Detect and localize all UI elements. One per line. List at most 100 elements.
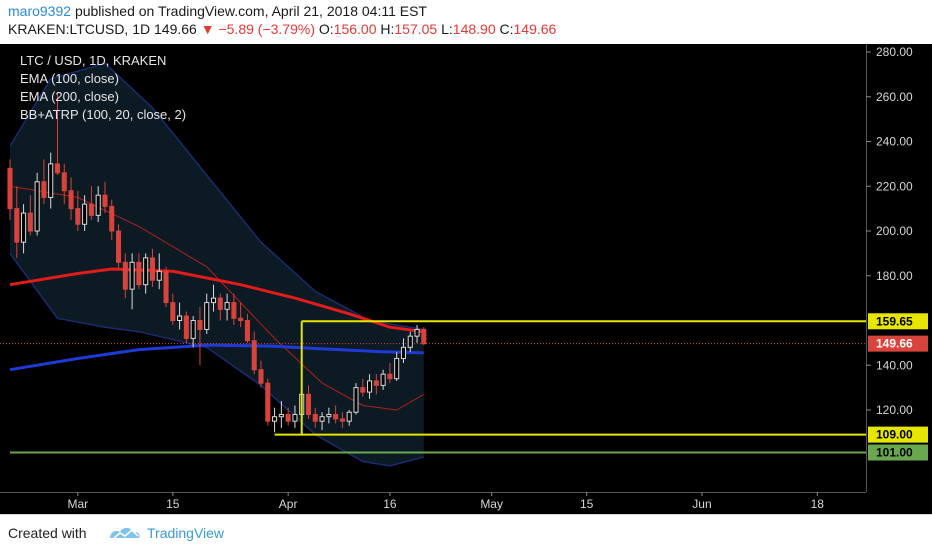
close-label: C:	[499, 21, 514, 37]
candle-body	[400, 346, 407, 360]
tradingview-brand-link[interactable]: TradingView	[147, 525, 225, 541]
level-label-101: 101.00	[876, 446, 913, 460]
y-tick-label: 140.00	[876, 358, 913, 372]
x-tick-label: Mar	[68, 497, 89, 511]
bb-upper-line	[9, 62, 424, 331]
tradingview-logo-icon[interactable]	[108, 524, 142, 542]
price-change: −5.89 (−3.79%)	[218, 21, 315, 37]
candle-body	[163, 270, 169, 304]
candle-body	[177, 315, 183, 321]
low-label: L:	[441, 21, 453, 37]
candle-body	[339, 418, 345, 422]
publish-info: published on TradingView.com, April 21, …	[74, 3, 427, 19]
last-price-label-box	[868, 335, 928, 352]
x-tick-label: Apr	[279, 497, 298, 511]
level-label-109-box	[868, 426, 928, 443]
symbol-line: KRAKEN:LTCUSD, 1D 149.66 ▼ −5.89 (−3.79%…	[8, 21, 556, 37]
candle-body	[251, 340, 257, 371]
candle-body	[41, 181, 47, 198]
x-tick-label: Jun	[692, 497, 711, 511]
candle-body	[244, 320, 250, 342]
candle-body	[407, 335, 413, 348]
symbol-label: KRAKEN:LTCUSD, 1D	[8, 21, 151, 37]
candle-body	[136, 261, 142, 286]
candle-body	[149, 257, 155, 281]
y-tick-label: 120.00	[876, 403, 913, 417]
level-label-159: 159.65	[876, 314, 913, 328]
candle-body	[116, 230, 122, 263]
candle-body	[82, 203, 88, 225]
candle-body	[183, 315, 189, 339]
candle-body	[122, 261, 128, 290]
level-label-101-box	[868, 444, 928, 461]
publish-line: maro9392 published on TradingView.com, A…	[8, 3, 427, 19]
candle-body	[14, 208, 20, 243]
candle-body	[129, 261, 135, 290]
candle-body	[326, 413, 332, 418]
legend-ema200[interactable]: EMA (200, close)	[20, 89, 119, 104]
candle-body	[190, 320, 196, 339]
candle-body	[21, 212, 27, 243]
candle-body	[394, 358, 400, 380]
candle-body	[224, 302, 230, 310]
candle-body	[68, 190, 74, 210]
candle-body	[102, 194, 108, 207]
legend-ema100[interactable]: EMA (100, close)	[20, 71, 119, 86]
candle-body	[109, 205, 115, 232]
ema200-line	[9, 343, 424, 372]
candle-body	[373, 380, 379, 386]
legend-bb[interactable]: BB+ATRP (100, 20, close, 2)	[20, 107, 187, 122]
y-tick-label: 280.00	[876, 45, 913, 59]
candle-body	[34, 181, 40, 232]
candle-body	[48, 163, 54, 198]
candle-body	[7, 167, 13, 210]
candle-body	[312, 413, 318, 422]
candle-body	[217, 297, 223, 310]
candle-body	[27, 212, 33, 232]
price-chart[interactable]: 120.00 140.00 180.00 200.00 220.00 240.00 260.…	[0, 44, 932, 514]
chart-legend: LTC / USD, 1D, KRAKEN EMA (100, close) E…	[20, 52, 186, 124]
candle-body	[170, 302, 176, 322]
down-triangle-icon: ▼	[200, 21, 215, 37]
y-tick-label: 240.00	[876, 135, 913, 149]
created-with-label: Created with	[8, 525, 87, 541]
candle-body	[75, 208, 81, 225]
high-label: H:	[380, 21, 395, 37]
candle-body	[421, 328, 427, 345]
candle-body	[197, 320, 203, 330]
candle-body	[333, 413, 339, 420]
level-label-109: 109.00	[876, 428, 913, 442]
author-link[interactable]: maro9392	[8, 3, 72, 19]
candle-body	[305, 393, 312, 415]
candle-body	[387, 373, 393, 380]
candle-body	[414, 328, 420, 337]
candle-body	[285, 413, 291, 422]
x-tick-label: May	[480, 497, 503, 511]
candle-body	[231, 302, 237, 319]
legend-title: LTC / USD, 1D, KRAKEN	[20, 53, 167, 68]
footer: Created with TradingView	[0, 514, 932, 551]
candle-body	[380, 373, 386, 386]
candle-body	[61, 172, 67, 192]
candle-body	[95, 194, 101, 216]
y-tick-label: 200.00	[876, 224, 913, 238]
chart-frame[interactable]: 120.00 140.00 180.00 200.00 220.00 240.00 260.…	[0, 44, 932, 514]
bb-band-fill	[10, 63, 424, 466]
x-tick-label: 18	[811, 497, 825, 511]
bb-lower-line	[9, 252, 424, 467]
candle-body	[292, 413, 298, 422]
candle-body	[210, 297, 217, 304]
candle-body	[258, 369, 264, 384]
candle-body	[367, 380, 373, 393]
candle-body	[88, 203, 94, 216]
ema100-line	[9, 267, 424, 334]
last-price-label: 149.66	[876, 337, 913, 351]
candle-body	[238, 317, 244, 322]
open-label: O:	[318, 21, 334, 37]
y-tick-label: 220.00	[876, 179, 913, 193]
candle-body	[278, 413, 284, 418]
y-tick-label: 180.00	[876, 269, 913, 283]
chart-header: maro9392 published on TradingView.com, A…	[0, 0, 932, 44]
candle-body	[265, 382, 271, 422]
candle-body	[272, 416, 278, 422]
